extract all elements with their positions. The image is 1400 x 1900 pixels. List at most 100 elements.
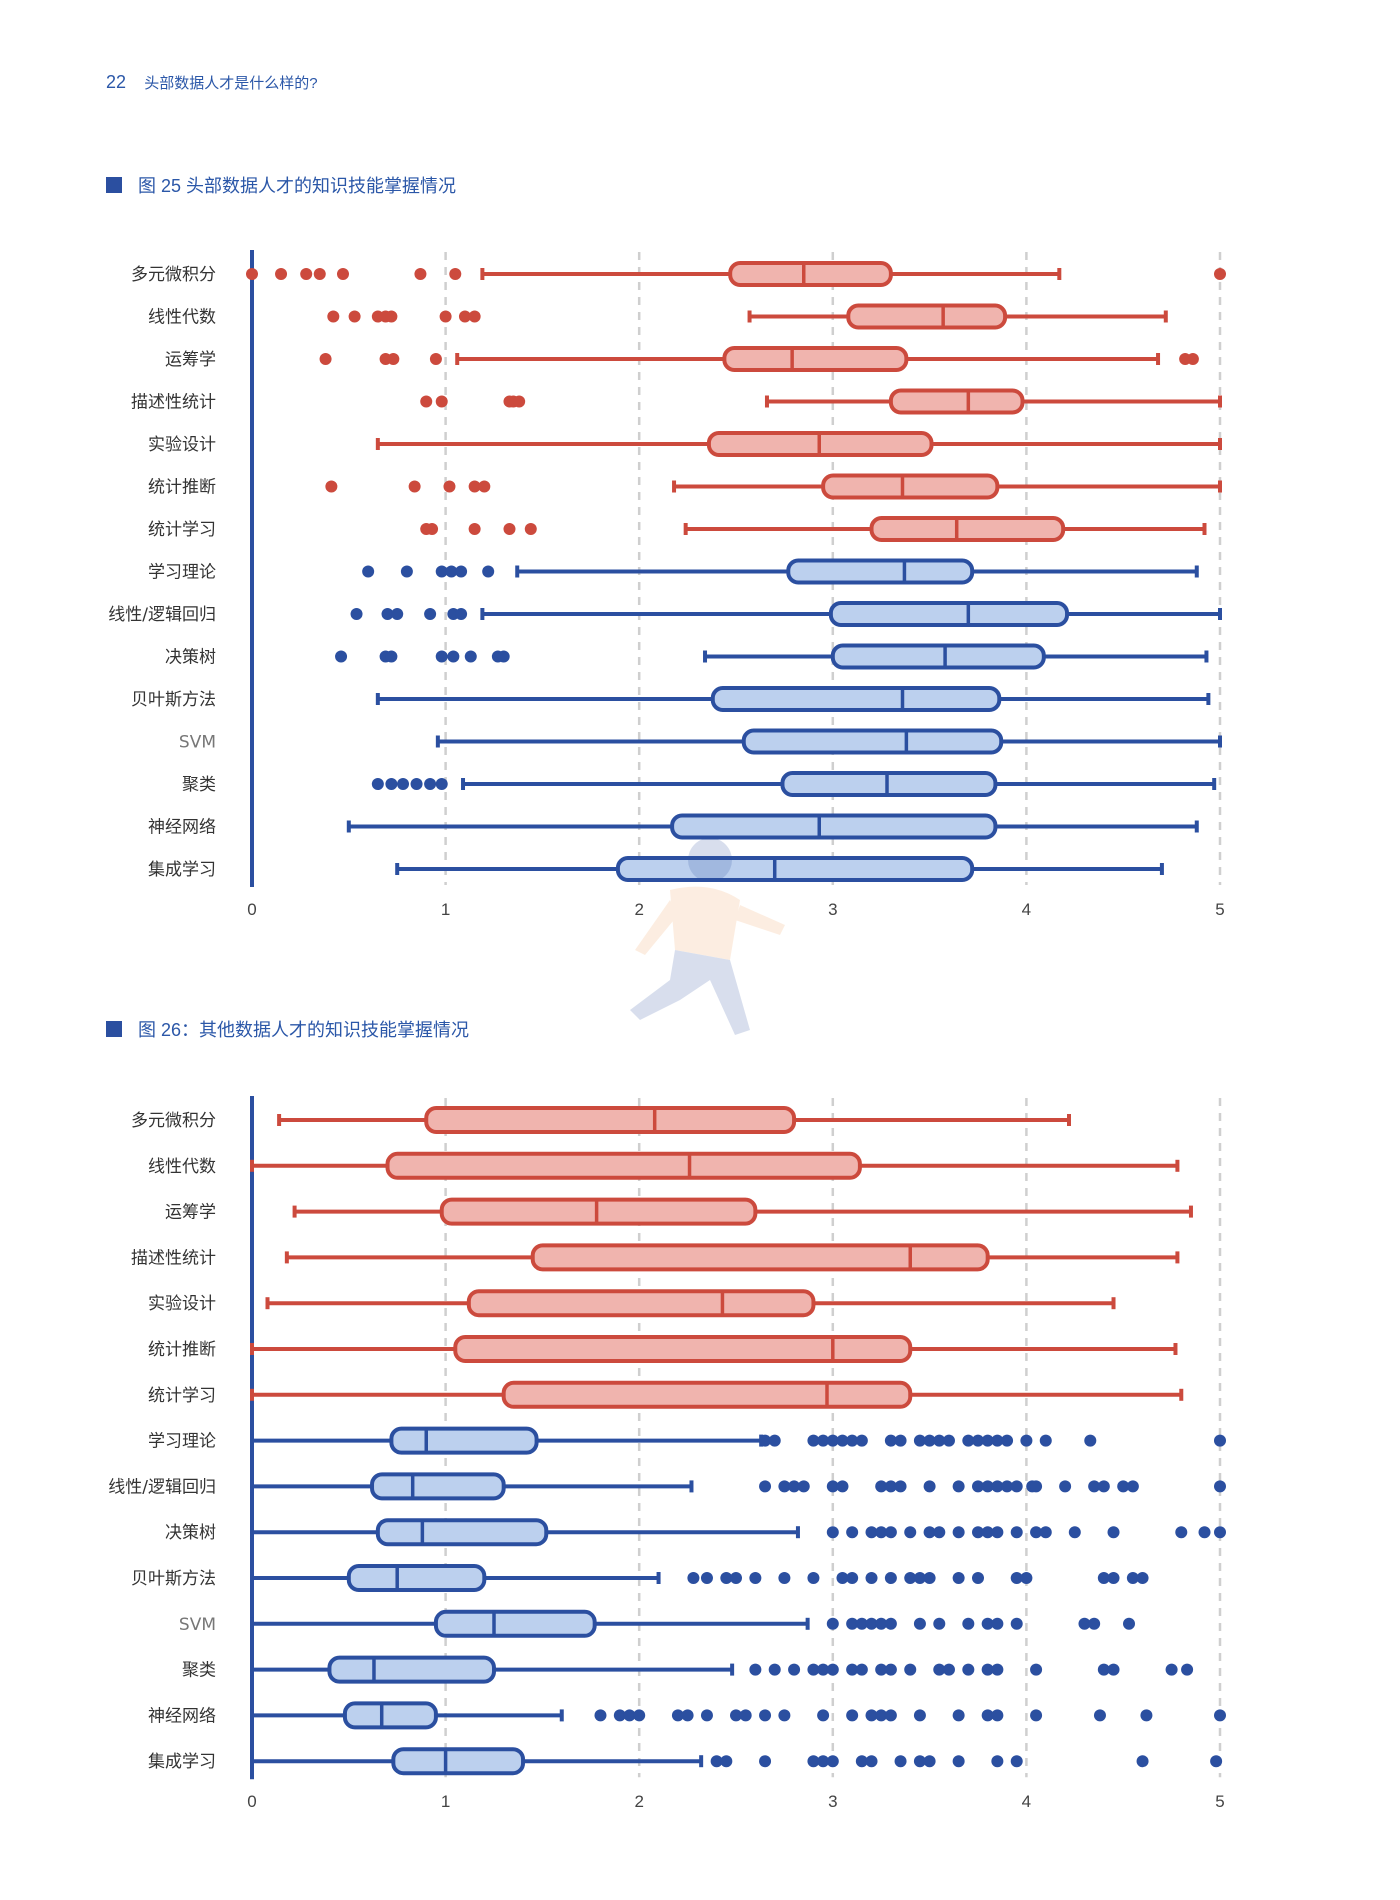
outlier-point	[1214, 1526, 1226, 1539]
box-1	[250, 1151, 1180, 1180]
outlier-point	[894, 1434, 907, 1447]
outlier-point	[884, 1709, 897, 1722]
outlier-point	[385, 778, 398, 790]
x-tick-label: 2	[634, 900, 643, 919]
outlier-point	[865, 1572, 878, 1584]
outlier-point	[455, 608, 468, 620]
outlier-point	[435, 565, 448, 578]
section-title: 头部数据人才是什么样的?	[144, 75, 318, 92]
outlier-point	[336, 268, 349, 280]
outlier-point	[981, 1434, 994, 1447]
iqr-box	[821, 473, 1000, 500]
box-10	[375, 686, 1211, 712]
outlier-point	[749, 1572, 762, 1584]
outlier-point	[1097, 1663, 1110, 1676]
iqr-box	[710, 686, 1002, 712]
iqr-box	[501, 1380, 913, 1409]
outlier-point	[1214, 1434, 1226, 1447]
outlier-point	[884, 1572, 897, 1584]
title-marker-icon	[106, 1021, 122, 1037]
outlier-point	[410, 778, 423, 790]
outlier-point	[300, 268, 313, 280]
box-4	[265, 1289, 1116, 1318]
outlier-point	[826, 1434, 839, 1447]
outlier-point	[826, 1526, 839, 1539]
outlier-point	[759, 1709, 772, 1722]
outlier-point	[894, 1480, 907, 1493]
outlier-point	[972, 1526, 984, 1539]
outlier-point	[991, 1480, 1004, 1493]
iqr-box	[453, 1335, 913, 1363]
outlier-point	[350, 608, 363, 620]
outlier-point	[991, 1617, 1004, 1630]
outlier-point	[991, 1709, 1004, 1722]
category-label: 决策树	[165, 1523, 216, 1543]
outlier-point	[962, 1617, 975, 1630]
outlier-point	[1117, 1480, 1130, 1493]
category-label: 线性/逻辑回归	[108, 605, 216, 625]
category-label: 贝叶斯方法	[131, 690, 216, 710]
outlier-point	[923, 1434, 936, 1447]
outlier-point	[904, 1572, 917, 1584]
outlier-point	[981, 1709, 994, 1722]
outlier-point	[875, 1480, 888, 1493]
outlier-point	[381, 608, 394, 620]
outlier-point	[972, 1434, 984, 1447]
box-8	[350, 601, 1222, 627]
box-0	[277, 1106, 1071, 1134]
box-5	[250, 1335, 1178, 1363]
outlier-point	[962, 1663, 975, 1676]
outlier-point	[435, 778, 448, 790]
outlier-point	[933, 1617, 946, 1630]
iqr-box	[722, 346, 909, 372]
box-12	[250, 1655, 1194, 1684]
outlier-point	[797, 1480, 810, 1493]
outlier-point	[1210, 1755, 1223, 1768]
outlier-point	[952, 1480, 965, 1493]
outlier-point	[1088, 1617, 1101, 1630]
outlier-point	[1001, 1480, 1014, 1493]
iqr-box	[433, 1609, 597, 1638]
outlier-point	[435, 395, 448, 408]
outlier-point	[884, 1526, 897, 1539]
iqr-box	[530, 1243, 990, 1272]
outlier-point	[513, 395, 526, 408]
outlier-point	[884, 1663, 897, 1676]
box-11	[250, 1609, 1136, 1638]
outlier-point	[464, 650, 477, 663]
box-12	[371, 771, 1217, 797]
x-tick-label: 3	[828, 1792, 837, 1811]
outlier-point	[730, 1572, 742, 1584]
x-tick-label: 5	[1215, 900, 1224, 919]
outlier-point	[836, 1480, 849, 1493]
outlier-point	[1136, 1572, 1149, 1584]
outlier-point	[768, 1434, 781, 1447]
x-tick-label: 0	[247, 1792, 256, 1811]
box-9	[335, 643, 1209, 670]
outlier-point	[710, 1755, 723, 1768]
outlier-point	[875, 1617, 888, 1630]
outlier-point	[623, 1709, 636, 1722]
outlier-point	[1214, 268, 1226, 280]
outlier-point	[1175, 1526, 1188, 1539]
category-label: 实验设计	[148, 1294, 216, 1314]
outlier-point	[613, 1709, 626, 1722]
outlier-point	[807, 1755, 820, 1768]
outlier-point	[739, 1709, 752, 1722]
category-label: 集成学习	[148, 860, 216, 880]
iqr-box	[888, 388, 1025, 415]
outlier-point	[1010, 1572, 1023, 1584]
outlier-point	[348, 310, 361, 323]
outlier-point	[778, 1709, 791, 1722]
outlier-point	[482, 565, 495, 578]
category-label: 多元微积分	[131, 265, 216, 285]
iqr-box	[828, 601, 1070, 627]
outlier-point	[855, 1434, 868, 1447]
outlier-point	[807, 1572, 820, 1584]
box-4	[375, 431, 1222, 457]
outlier-point	[913, 1709, 926, 1722]
iqr-box	[346, 1564, 487, 1592]
outlier-point	[468, 310, 481, 323]
outlier-point	[1084, 1434, 1097, 1447]
x-tick-label: 4	[1022, 1792, 1031, 1811]
